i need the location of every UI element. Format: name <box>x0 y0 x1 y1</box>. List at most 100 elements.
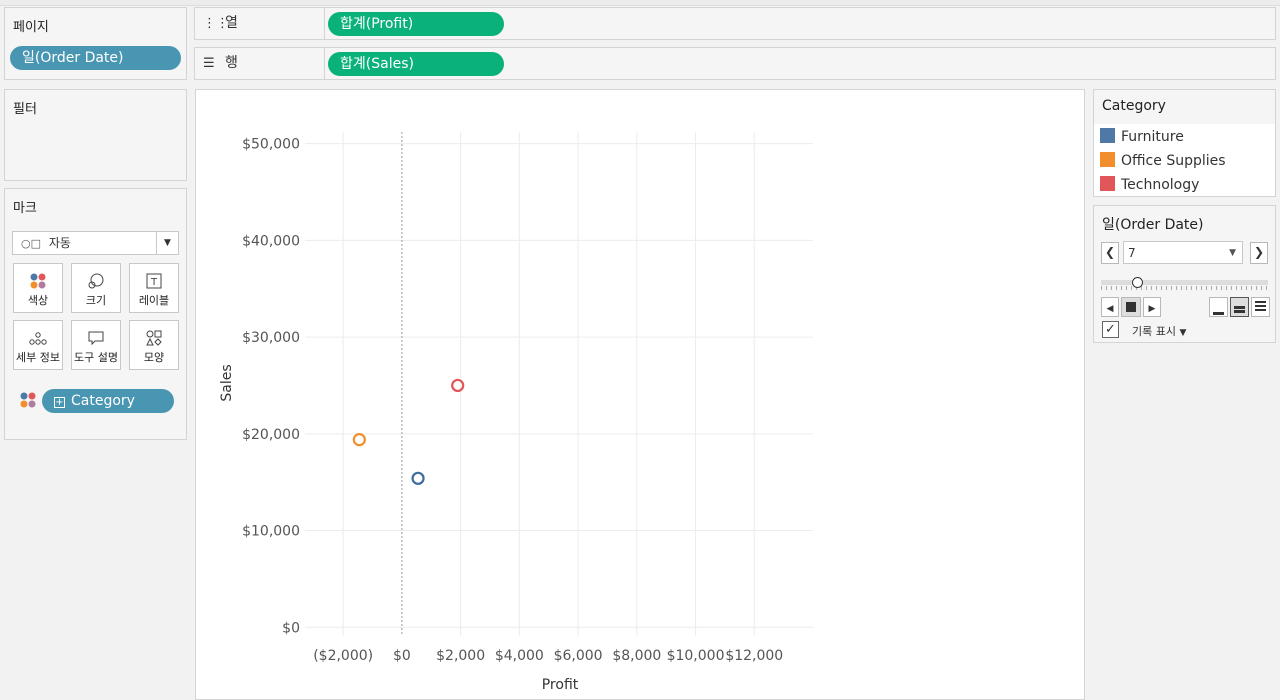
filters-shelf[interactable]: 필터 <box>4 89 187 181</box>
expand-icon: + <box>54 397 65 408</box>
mark-type-dropdown[interactable]: ○□ 자동 ▼ <box>12 231 179 255</box>
play-backward-button[interactable]: ◀ <box>1101 297 1119 317</box>
play-forward-button[interactable]: ▶ <box>1143 297 1161 317</box>
play-backward-icon: ◀ <box>1106 304 1114 314</box>
columns-icon: ⋮⋮ <box>203 16 229 31</box>
speed-medium-button[interactable] <box>1230 297 1249 317</box>
text-icon: T <box>130 272 178 290</box>
show-history-label: 기록 표시 <box>1132 325 1176 338</box>
stop-button[interactable] <box>1121 297 1141 317</box>
page-value-dropdown[interactable]: 7 ▼ <box>1123 241 1243 264</box>
data-point-technology[interactable] <box>451 378 465 393</box>
color-button[interactable]: 색상 <box>13 263 63 313</box>
y-tick-label: $40,000 <box>242 233 300 249</box>
auto-shapes-icon: ○□ <box>21 237 41 250</box>
category-legend: Category Furniture Office Supplies Techn… <box>1093 89 1276 197</box>
show-history-dropdown[interactable]: 기록 표시 ▼ <box>1132 323 1186 339</box>
x-tick-label: $4,000 <box>495 648 544 664</box>
y-tick-label: $0 <box>282 620 300 636</box>
checkmark-icon: ✓ <box>1105 322 1116 337</box>
columns-label: ⋮⋮열 <box>203 8 325 39</box>
legend-item-furniture[interactable]: Furniture <box>1100 128 1184 148</box>
x-tick-label: $12,000 <box>725 648 783 664</box>
rows-label-text: 행 <box>225 55 238 71</box>
page-slider[interactable] <box>1101 274 1268 290</box>
size-button[interactable]: 크기 <box>71 263 121 313</box>
size-label: 크기 <box>85 294 107 307</box>
legend-list: Furniture Office Supplies Technology <box>1094 124 1275 196</box>
speed-fast-icon <box>1255 301 1266 312</box>
legend-title: Category <box>1102 98 1166 114</box>
columns-pill-profit[interactable]: 합계(Profit) <box>328 12 504 36</box>
slider-thumb[interactable] <box>1132 277 1143 288</box>
label-label: 레이블 <box>138 294 170 307</box>
x-axis-title: Profit <box>542 677 579 693</box>
color-icon <box>14 272 62 290</box>
y-tick-label: $20,000 <box>242 427 300 443</box>
top-strip <box>0 0 1280 6</box>
category-pill[interactable]: + Category <box>42 389 174 413</box>
tooltip-icon <box>72 329 120 347</box>
y-axis-title: Sales <box>219 364 235 401</box>
marks-card: 마크 ○□ 자동 ▼ 색상 크기 T 레이블 세부 정보 도구 설명 <box>4 188 187 440</box>
play-forward-icon: ▶ <box>1148 304 1156 314</box>
x-tick-label: $8,000 <box>612 648 661 664</box>
x-tick-label: $2,000 <box>436 648 485 664</box>
y-tick-label: $30,000 <box>242 330 300 346</box>
legend-label-furniture: Furniture <box>1121 129 1184 145</box>
shape-icon <box>130 329 178 347</box>
mark-type-value: 자동 <box>48 236 71 250</box>
caret-down-icon: ▼ <box>1179 328 1187 338</box>
tooltip-label: 도구 설명 <box>74 351 118 364</box>
filters-title: 필터 <box>13 102 37 117</box>
page-value: 7 <box>1128 246 1136 260</box>
rows-pill-sales[interactable]: 합계(Sales) <box>328 52 504 76</box>
detail-button[interactable]: 세부 정보 <box>13 320 63 370</box>
pages-title: 페이지 <box>13 20 49 35</box>
color-encoding-icon <box>19 391 37 413</box>
speed-slow-button[interactable] <box>1209 297 1228 317</box>
y-tick-label: $50,000 <box>242 137 300 153</box>
legend-label-office-supplies: Office Supplies <box>1121 153 1226 169</box>
prev-page-button[interactable]: ❮ <box>1101 242 1119 264</box>
y-tick-label: $10,000 <box>242 524 300 540</box>
chevron-down-icon: ▼ <box>1229 248 1236 258</box>
shape-button[interactable]: 모양 <box>129 320 179 370</box>
shape-label: 모양 <box>143 351 165 364</box>
pages-shelf: 페이지 일(Order Date) <box>4 7 187 80</box>
size-icon <box>72 272 120 290</box>
legend-swatch-office-supplies <box>1100 152 1115 167</box>
chevron-left-icon: ❮ <box>1104 245 1116 259</box>
x-tick-label: $10,000 <box>667 648 725 664</box>
show-history-checkbox[interactable]: ✓ <box>1102 321 1119 338</box>
x-tick-label: $0 <box>393 648 411 664</box>
legend-item-technology[interactable]: Technology <box>1100 176 1199 196</box>
chevron-down-icon: ▼ <box>156 232 178 254</box>
data-point-office-supplies[interactable] <box>352 433 366 447</box>
legend-swatch-technology <box>1100 176 1115 191</box>
color-label: 색상 <box>27 294 49 307</box>
slider-track <box>1101 280 1268 285</box>
page-control-title: 일(Order Date) <box>1102 217 1204 233</box>
speed-slow-icon <box>1213 312 1224 315</box>
marks-title: 마크 <box>13 201 37 216</box>
next-page-button[interactable]: ❯ <box>1250 242 1268 264</box>
chart-view[interactable]: ($2,000) $0 $2,000 $4,000 $6,000 $8,000 $10,00… <box>195 89 1085 700</box>
x-tick-label: ($2,000) <box>313 648 373 664</box>
detail-icon <box>14 329 62 347</box>
legend-item-office-supplies[interactable]: Office Supplies <box>1100 152 1226 172</box>
svg-text:T: T <box>150 277 158 288</box>
rows-label: ☰ 행 <box>203 48 325 79</box>
speed-medium-icon <box>1234 306 1245 313</box>
speed-fast-button[interactable] <box>1251 297 1270 317</box>
data-point-furniture[interactable] <box>411 471 425 485</box>
category-pill-label: Category <box>71 393 135 409</box>
tooltip-button[interactable]: 도구 설명 <box>71 320 121 370</box>
slider-ticks <box>1101 286 1268 290</box>
x-tick-label: $6,000 <box>554 648 603 664</box>
pages-pill-order-date[interactable]: 일(Order Date) <box>10 46 181 70</box>
rows-shelf: ☰ 행 합계(Sales) <box>194 47 1276 80</box>
stop-icon <box>1126 302 1136 312</box>
detail-label: 세부 정보 <box>16 351 60 364</box>
label-button[interactable]: T 레이블 <box>129 263 179 313</box>
